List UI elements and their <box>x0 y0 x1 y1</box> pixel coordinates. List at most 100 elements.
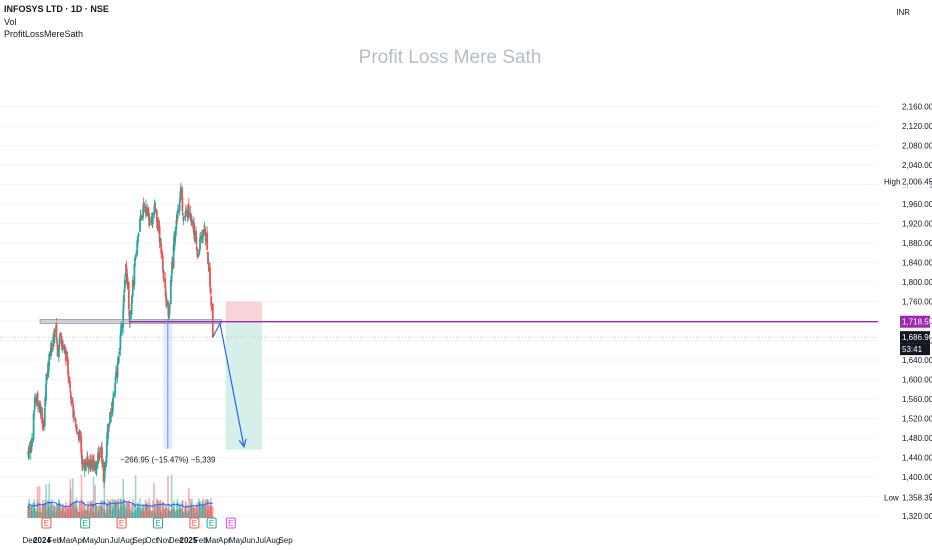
candle-body <box>112 392 115 398</box>
volume-bar <box>81 509 83 518</box>
x-tick-label: Apr <box>218 536 231 545</box>
volume-bar <box>151 510 154 518</box>
candle-body <box>75 426 78 431</box>
volume-bar <box>79 502 81 518</box>
volume-bar <box>54 506 56 518</box>
candle-body <box>87 461 90 468</box>
candle-body <box>205 234 207 242</box>
volume-bar <box>59 504 61 518</box>
volume-bar <box>88 512 91 518</box>
volume-bar <box>174 511 176 518</box>
x-tick-label: Jul <box>256 536 266 545</box>
x-tick-label: Feb <box>194 536 208 545</box>
candle-body <box>146 207 149 212</box>
candle-body <box>164 278 167 289</box>
volume-bar <box>95 503 97 518</box>
candle-body <box>28 448 31 453</box>
volume-bar <box>182 500 184 518</box>
candle-body <box>189 212 192 220</box>
candle-body <box>67 375 70 383</box>
volume-bar <box>52 504 55 518</box>
volume-bar <box>192 506 195 518</box>
volume-bar <box>181 500 183 518</box>
volume-bar <box>66 508 68 518</box>
volume-bar <box>70 488 72 518</box>
volume-bar <box>185 510 188 518</box>
volume-bar <box>172 503 175 518</box>
volume-bar <box>178 508 180 518</box>
earnings-marker-label: E <box>209 519 214 528</box>
volume-bar <box>190 504 192 518</box>
candle-body <box>89 459 92 469</box>
candle-body <box>165 301 168 305</box>
volume-bar <box>76 507 78 518</box>
volume-bar <box>150 510 153 518</box>
candle-body <box>105 455 108 464</box>
candle-body <box>98 455 101 457</box>
volume-bar <box>117 500 119 518</box>
volume-bar <box>202 500 204 518</box>
volume-bar <box>83 502 85 518</box>
volume-bar <box>100 502 102 518</box>
candle-body <box>199 238 201 250</box>
low-value-box <box>900 491 930 504</box>
volume-bar <box>84 511 86 518</box>
volume-bar <box>47 499 49 518</box>
volume-pane <box>27 474 214 518</box>
volume-bar <box>138 506 140 518</box>
candle-body <box>188 213 191 215</box>
volume-bar <box>115 506 117 518</box>
volume-bar <box>206 499 209 518</box>
volume-bar <box>186 505 189 518</box>
volume-bar <box>62 503 64 518</box>
candle-body <box>81 461 84 464</box>
price-axis[interactable]: 1,320.001,360.001,400.001,440.001,480.00… <box>902 103 932 522</box>
volume-bar <box>199 507 201 518</box>
volume-bar <box>201 502 204 518</box>
y-tick-label: 1,640.00 <box>902 356 932 365</box>
candle-body <box>139 215 142 218</box>
candle-body <box>154 207 157 213</box>
volume-bar <box>89 508 91 518</box>
volume-bar <box>28 506 31 518</box>
volume-bar <box>173 509 176 518</box>
candle-body <box>105 441 108 458</box>
resistance-price-tag: 1,718.55 <box>902 318 932 327</box>
volume-bar <box>118 508 120 518</box>
earnings-marker <box>153 517 163 529</box>
candle-body <box>80 435 83 453</box>
volume-bar <box>107 509 109 518</box>
candle-body <box>206 232 209 251</box>
volume-bar <box>116 504 119 518</box>
candle-body <box>179 191 182 200</box>
symbol-title[interactable]: INFOSYS LTD · 1D · NSE <box>4 4 109 14</box>
volume-bar <box>170 509 172 518</box>
volume-bar <box>179 504 181 518</box>
candle-body <box>131 296 133 304</box>
volume-bar <box>128 502 130 518</box>
volume-bar <box>78 511 80 518</box>
volume-bar <box>145 505 147 518</box>
x-tick-label: Dec <box>169 536 183 545</box>
volume-bar <box>30 507 32 518</box>
candle-body <box>203 225 206 228</box>
volume-bar <box>72 478 74 518</box>
volume-bar <box>210 505 213 518</box>
earnings-marker <box>225 517 236 529</box>
x-tick-label: 2025 <box>180 536 198 545</box>
y-tick-label: 1,920.00 <box>902 220 932 229</box>
candle-body <box>137 233 140 237</box>
volume-bar <box>80 499 82 518</box>
earnings-marker-label: E <box>228 519 233 528</box>
candle-body <box>209 285 212 287</box>
volume-bar <box>86 506 88 518</box>
x-tick-label: Mar <box>205 536 219 545</box>
volume-indicator-label[interactable]: Vol <box>4 17 17 27</box>
volume-bar <box>87 501 89 518</box>
volume-bar <box>94 502 97 518</box>
candle-body <box>36 392 39 399</box>
candle-body <box>107 423 109 440</box>
volume-bar <box>75 498 78 518</box>
